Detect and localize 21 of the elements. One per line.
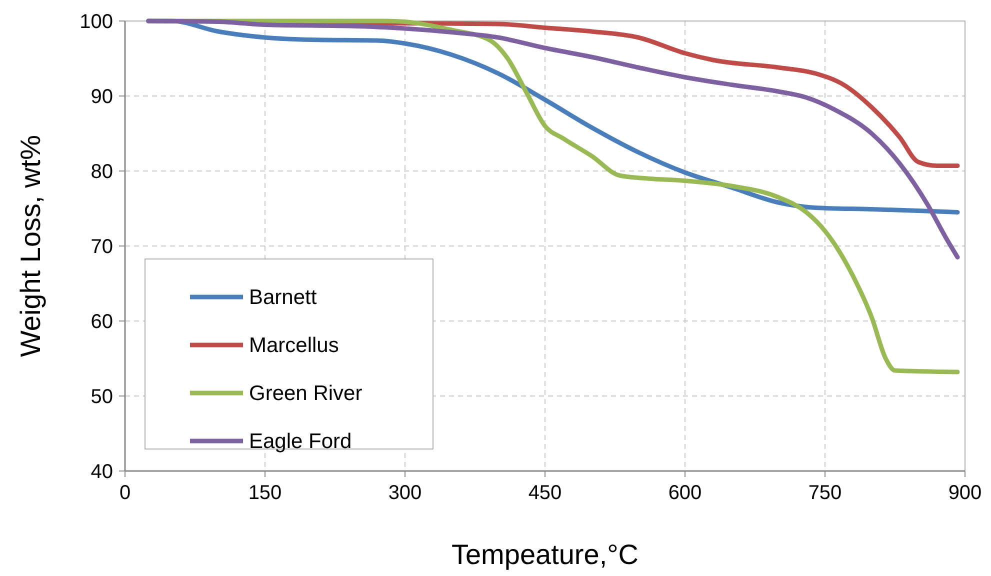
x-axis-title: Tempeature,°C — [451, 539, 639, 570]
x-tick-label: 300 — [388, 482, 422, 504]
x-tick-label: 450 — [528, 482, 562, 504]
y-tick-label: 70 — [90, 236, 113, 258]
y-tick-label: 60 — [90, 311, 113, 333]
x-tick-label: 900 — [948, 482, 982, 504]
x-tick-label: 150 — [248, 482, 282, 504]
x-tick-label: 0 — [119, 482, 131, 504]
x-tick-label: 750 — [808, 482, 842, 504]
y-tick-label: 100 — [80, 11, 113, 33]
y-axis-title: Weight Loss, wt% — [15, 134, 46, 358]
y-tick-label: 40 — [90, 461, 113, 483]
y-tick-label: 90 — [90, 86, 113, 108]
legend-label: Eagle Ford — [249, 430, 352, 453]
legend-label: Green River — [249, 382, 362, 405]
x-tick-label: 600 — [668, 482, 702, 504]
legend-label: Barnett — [249, 286, 317, 309]
y-tick-label: 80 — [90, 161, 113, 183]
legend-label: Marcellus — [249, 334, 339, 357]
y-tick-label: 50 — [90, 386, 113, 408]
line-series — [146, 18, 960, 260]
